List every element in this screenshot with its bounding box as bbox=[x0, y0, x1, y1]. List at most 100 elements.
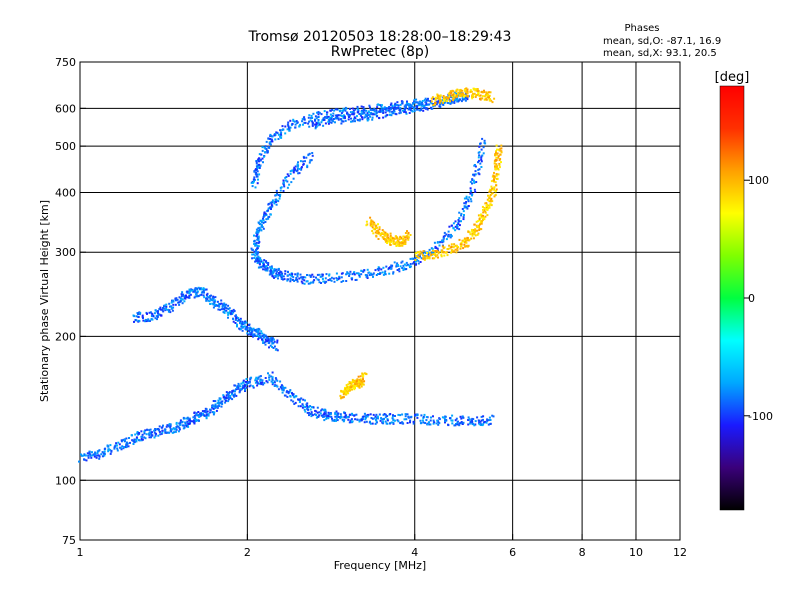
echo-point bbox=[454, 220, 457, 223]
echo-point bbox=[178, 296, 181, 299]
echo-point bbox=[334, 411, 337, 414]
echo-point bbox=[254, 378, 257, 381]
echo-point bbox=[439, 240, 442, 243]
echo-point bbox=[479, 97, 481, 100]
echo-point bbox=[251, 333, 254, 336]
echo-point bbox=[170, 301, 173, 304]
echo-point bbox=[477, 91, 480, 94]
echo-point bbox=[326, 416, 328, 419]
echo-point bbox=[271, 376, 274, 379]
echo-point bbox=[485, 206, 488, 209]
echo-point bbox=[500, 151, 503, 154]
echo-point bbox=[209, 408, 211, 411]
echo-point bbox=[500, 144, 503, 147]
echo-point bbox=[204, 409, 207, 412]
echo-point bbox=[130, 434, 133, 437]
echo-point bbox=[335, 277, 338, 280]
echo-point bbox=[345, 391, 348, 394]
echo-point bbox=[301, 282, 304, 285]
echo-point bbox=[253, 170, 256, 173]
echo-point bbox=[314, 123, 317, 126]
echo-point bbox=[165, 303, 168, 306]
echo-point bbox=[466, 98, 469, 101]
echo-point bbox=[447, 233, 450, 236]
echo-point bbox=[480, 419, 483, 422]
echo-point bbox=[499, 147, 502, 150]
echo-point bbox=[484, 202, 487, 205]
echo-point bbox=[394, 415, 396, 417]
echo-point bbox=[409, 263, 412, 265]
echo-point bbox=[380, 110, 383, 113]
echo-point bbox=[443, 231, 446, 234]
echo-point bbox=[223, 302, 226, 305]
echo-point bbox=[280, 133, 282, 136]
echo-point bbox=[293, 403, 296, 405]
echo-point bbox=[268, 376, 271, 379]
echo-point bbox=[391, 417, 394, 420]
echo-point bbox=[93, 453, 96, 456]
echo-point bbox=[277, 133, 280, 136]
echo-point bbox=[100, 453, 103, 456]
echo-point bbox=[287, 121, 290, 124]
echo-point bbox=[282, 179, 285, 182]
echo-point bbox=[249, 384, 252, 387]
echo-point bbox=[170, 305, 173, 308]
echo-point bbox=[474, 170, 477, 173]
echo-point bbox=[277, 138, 280, 140]
echo-point bbox=[405, 261, 408, 264]
echo-point bbox=[482, 211, 485, 214]
echo-point bbox=[410, 415, 413, 418]
echo-point bbox=[253, 234, 255, 237]
echo-point bbox=[329, 109, 332, 112]
echo-point bbox=[460, 94, 463, 97]
echo-point bbox=[255, 228, 258, 231]
echo-point bbox=[462, 210, 465, 213]
echo-point bbox=[458, 217, 461, 220]
echo-point bbox=[414, 259, 417, 261]
echo-point bbox=[207, 413, 210, 416]
echo-point bbox=[240, 388, 243, 391]
echo-point bbox=[455, 96, 458, 98]
echo-point bbox=[457, 222, 460, 225]
echo-point bbox=[379, 108, 382, 111]
echo-point bbox=[392, 241, 395, 244]
echo-point bbox=[455, 251, 458, 254]
echo-point bbox=[389, 243, 392, 246]
echo-point bbox=[373, 227, 375, 230]
echo-point bbox=[89, 453, 92, 456]
echo-point bbox=[492, 188, 495, 191]
echo-point bbox=[470, 228, 473, 231]
echo-point bbox=[125, 437, 128, 440]
echo-point bbox=[308, 152, 311, 155]
echo-point bbox=[219, 397, 222, 400]
echo-point bbox=[465, 238, 468, 241]
echo-point bbox=[338, 416, 341, 419]
echo-point bbox=[348, 273, 351, 276]
echo-point bbox=[463, 243, 466, 246]
echo-point bbox=[257, 235, 260, 238]
echo-point bbox=[390, 114, 393, 117]
echo-point bbox=[185, 424, 188, 427]
echo-point bbox=[286, 274, 289, 277]
echo-point bbox=[241, 385, 244, 388]
echo-point bbox=[255, 231, 258, 234]
echo-point bbox=[430, 253, 433, 256]
echo-point bbox=[361, 116, 363, 119]
echo-point bbox=[206, 298, 209, 301]
echo-point bbox=[103, 452, 106, 455]
echo-point bbox=[450, 233, 452, 236]
echo-point bbox=[473, 223, 476, 226]
echo-point bbox=[267, 217, 270, 220]
echo-point bbox=[374, 113, 377, 116]
echo-point bbox=[279, 195, 281, 198]
echo-point bbox=[493, 195, 496, 198]
echo-point bbox=[416, 108, 419, 111]
echo-point bbox=[254, 379, 257, 382]
echo-point bbox=[419, 419, 422, 422]
echo-point bbox=[467, 200, 470, 203]
echo-point bbox=[265, 140, 268, 143]
echo-point bbox=[416, 256, 419, 259]
echo-point bbox=[315, 416, 318, 419]
echo-point bbox=[416, 105, 418, 108]
echo-point bbox=[280, 277, 283, 280]
